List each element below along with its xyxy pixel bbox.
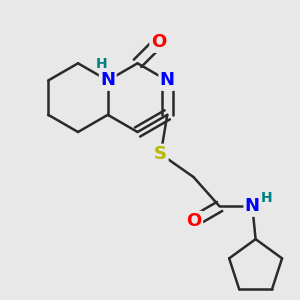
Text: S: S: [154, 145, 167, 163]
Text: N: N: [245, 197, 260, 215]
Text: O: O: [151, 34, 166, 52]
Text: O: O: [187, 212, 202, 230]
Text: N: N: [160, 71, 175, 89]
Text: H: H: [261, 191, 273, 205]
Text: H: H: [95, 57, 107, 71]
Text: N: N: [100, 71, 115, 89]
